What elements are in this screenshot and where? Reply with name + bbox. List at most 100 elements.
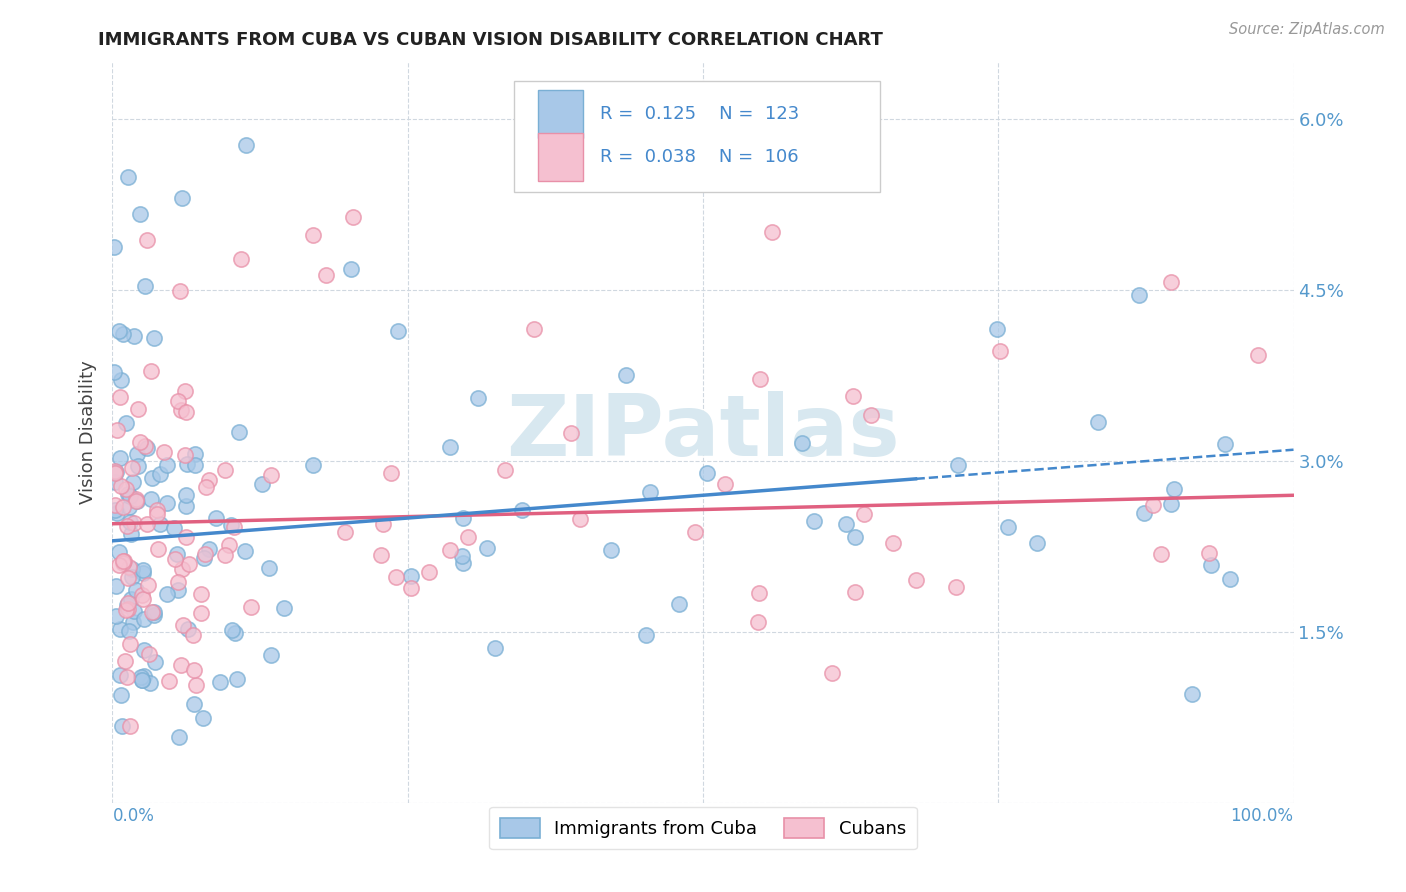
Point (221, 623, 243, 637)
Point (1160, 497, 1182, 511)
Point (117, 596, 139, 610)
Point (183, 663, 205, 677)
Point (107, 423, 129, 437)
Point (844, 530, 866, 544)
Text: R =  0.038    N =  106: R = 0.038 N = 106 (600, 148, 799, 166)
Point (135, 516, 157, 531)
Point (302, 458, 325, 472)
Point (1133, 506, 1156, 520)
Point (156, 587, 179, 601)
Point (803, 514, 825, 528)
Point (110, 689, 132, 703)
Point (387, 324, 409, 338)
Point (986, 322, 1008, 336)
Point (141, 471, 163, 485)
Point (122, 329, 145, 343)
Point (222, 519, 245, 533)
Point (451, 556, 474, 570)
Point (111, 326, 134, 341)
Point (170, 191, 193, 205)
Point (114, 654, 136, 668)
Point (122, 604, 145, 618)
Point (834, 516, 856, 531)
Point (131, 673, 153, 687)
Point (104, 609, 127, 624)
Point (273, 601, 295, 615)
FancyBboxPatch shape (537, 90, 582, 138)
Point (172, 618, 194, 632)
Point (125, 494, 148, 508)
Point (163, 521, 186, 535)
Point (1128, 288, 1150, 302)
Point (134, 439, 156, 453)
Point (335, 524, 357, 539)
Point (257, 561, 280, 575)
Point (988, 343, 1011, 358)
Point (224, 626, 246, 640)
Point (117, 170, 139, 185)
Point (174, 448, 197, 462)
Point (118, 490, 141, 504)
Point (157, 673, 180, 688)
Point (214, 463, 236, 477)
Point (146, 507, 169, 521)
Point (748, 372, 770, 386)
Point (853, 508, 876, 522)
Point (370, 548, 392, 562)
Point (205, 511, 228, 525)
Point (235, 138, 257, 153)
Point (139, 364, 162, 378)
Point (169, 285, 191, 299)
Point (108, 667, 131, 681)
Point (373, 516, 395, 531)
Point (111, 719, 134, 733)
Point (110, 450, 132, 465)
Point (842, 388, 865, 402)
Point (946, 458, 969, 472)
Point (228, 425, 250, 439)
Point (1219, 572, 1241, 586)
Point (108, 390, 131, 404)
Point (143, 608, 166, 623)
Point (568, 512, 591, 526)
Point (174, 499, 197, 513)
Point (105, 465, 128, 479)
Point (560, 426, 582, 441)
Point (146, 503, 169, 517)
Point (713, 476, 735, 491)
Point (399, 581, 422, 595)
Point (114, 416, 136, 430)
Point (451, 511, 474, 525)
Point (132, 592, 155, 607)
Point (120, 526, 142, 541)
Point (104, 579, 127, 593)
Point (197, 542, 219, 557)
Point (103, 466, 125, 480)
Point (117, 602, 139, 616)
Point (638, 485, 661, 500)
Point (115, 599, 138, 613)
Point (125, 491, 148, 506)
Point (129, 434, 152, 449)
Point (156, 458, 179, 472)
Point (176, 488, 198, 502)
Point (882, 536, 904, 550)
Point (143, 655, 166, 669)
Point (118, 500, 141, 514)
Point (1150, 547, 1173, 561)
Point (122, 615, 145, 629)
Point (117, 572, 139, 586)
Point (790, 436, 813, 450)
Point (115, 518, 138, 533)
Point (174, 530, 197, 544)
Point (121, 570, 143, 584)
Point (668, 597, 690, 611)
Point (226, 673, 249, 687)
FancyBboxPatch shape (537, 133, 582, 181)
Point (141, 605, 163, 619)
Point (143, 605, 166, 619)
Point (522, 322, 544, 336)
Point (131, 563, 153, 577)
Point (1025, 536, 1047, 550)
Point (149, 467, 172, 481)
